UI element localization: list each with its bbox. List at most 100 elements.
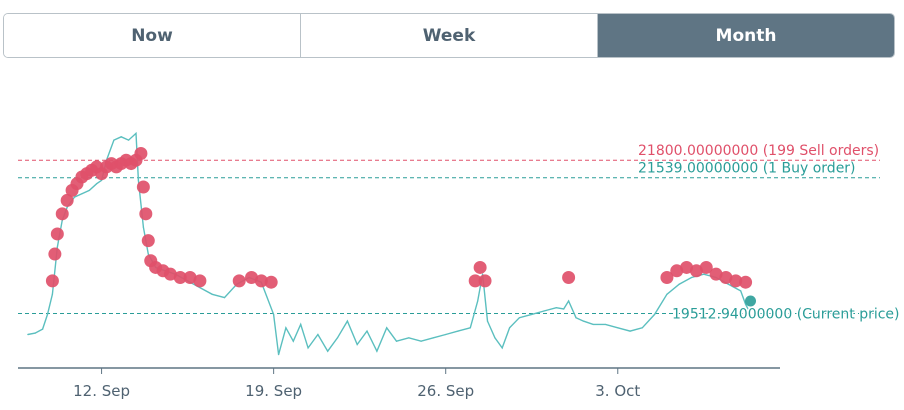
- price-point-4: [51, 293, 54, 295]
- price-point-55: [494, 337, 496, 339]
- sell-order-dot-2: [50, 227, 64, 241]
- price-point-46: [408, 337, 410, 339]
- price-point-15: [120, 136, 122, 138]
- price-point-19: [142, 226, 144, 228]
- price-point-68: [617, 327, 619, 329]
- sell-order-dot-29: [193, 274, 207, 288]
- price-point-5: [56, 246, 58, 248]
- price-point-31: [273, 313, 275, 315]
- price-point-8: [73, 196, 76, 198]
- price-point-51: [469, 327, 471, 329]
- sell-order-dot-37: [562, 271, 576, 285]
- price-point-66: [592, 323, 594, 326]
- price-line-layer: [27, 131, 752, 356]
- price-point-39: [336, 337, 339, 339]
- sell-order-dot-38: [660, 271, 674, 285]
- price-point-45: [395, 340, 398, 342]
- sell-order-dot-26: [163, 267, 177, 281]
- timeframe-tabs: Now Week Month: [3, 13, 895, 58]
- price-point-62: [563, 308, 565, 310]
- sell-order-dot-27: [173, 271, 187, 285]
- sell-order-dot-46: [739, 275, 753, 289]
- price-point-63: [568, 300, 570, 302]
- price-point-52: [477, 300, 479, 302]
- price-point-53: [481, 273, 484, 275]
- price-point-72: [666, 293, 668, 295]
- sell-order-dot-44: [719, 271, 733, 285]
- sell-order-dot-40: [680, 260, 694, 274]
- sell-order-dot-41: [689, 264, 703, 278]
- price-point-67: [604, 323, 607, 326]
- sell-order-dot-30: [232, 274, 246, 288]
- sell-order-dot-42: [699, 260, 713, 274]
- price-point-34: [292, 340, 294, 342]
- x-tick-label-3: 3. Oct: [595, 382, 640, 400]
- x-tick-label-2: 26. Sep: [417, 382, 474, 400]
- sell-order-dot-36: [478, 274, 492, 288]
- price-point-16: [128, 139, 130, 141]
- price-point-10: [88, 189, 90, 191]
- sell-order-dot-21: [139, 207, 153, 221]
- level-labels: 21800.00000000 (199 Sell orders) 21539.00…: [638, 143, 901, 324]
- sell-order-dot-45: [729, 274, 743, 288]
- price-point-27: [223, 297, 226, 299]
- tab-week[interactable]: Week: [301, 14, 598, 57]
- price-point-43: [376, 350, 378, 352]
- current-level-label: 19512.94000000 (Current price): [672, 307, 900, 323]
- price-point-2: [41, 328, 44, 330]
- tab-month[interactable]: Month: [598, 14, 894, 57]
- sell-order-dot-35: [473, 260, 487, 274]
- price-point-60: [543, 310, 545, 312]
- price-point-41: [356, 343, 358, 346]
- price-point-54: [486, 320, 489, 322]
- price-point-1: [34, 332, 36, 334]
- sell-level-label: 21800.00000000 (199 Sell orders): [638, 143, 879, 159]
- price-point-11: [96, 183, 98, 185]
- x-tick-label-0: 12. Sep: [73, 382, 130, 400]
- price-point-77: [727, 283, 729, 285]
- tab-now[interactable]: Now: [4, 14, 301, 57]
- price-point-69: [629, 330, 631, 332]
- price-point-37: [317, 333, 319, 336]
- price-point-70: [641, 327, 643, 329]
- buy-level-label: 21539.00000000 (1 Buy order): [638, 161, 856, 177]
- price-point-80: [749, 313, 752, 315]
- price-point-42: [366, 330, 368, 332]
- price-point-56: [501, 347, 503, 349]
- sell-order-dot-33: [264, 275, 278, 289]
- sell-order-dot-28: [183, 271, 197, 285]
- price-point-32: [277, 353, 280, 356]
- price-point-26: [211, 293, 213, 295]
- price-point-35: [300, 323, 302, 326]
- price-point-40: [346, 320, 348, 322]
- price-point-47: [420, 340, 422, 342]
- sell-order-dot-0: [45, 274, 59, 288]
- price-point-57: [509, 327, 511, 329]
- price-point-18: [137, 179, 140, 181]
- price-point-64: [575, 317, 577, 319]
- sell-order-dot-34: [468, 274, 482, 288]
- price-point-50: [457, 330, 459, 332]
- price-point-74: [690, 276, 693, 279]
- sell-order-dot-3: [55, 207, 69, 221]
- x-axis: 12. Sep 19. Sep 26. Sep 3. Oct: [18, 367, 780, 400]
- price-point-33: [285, 327, 287, 329]
- order-dots: [45, 147, 757, 307]
- price-point-9: [81, 193, 83, 195]
- sell-order-dot-19: [134, 147, 148, 161]
- price-point-65: [582, 320, 584, 322]
- sell-order-dot-1: [48, 247, 62, 261]
- price-point-49: [445, 333, 447, 336]
- sell-order-dot-39: [670, 264, 684, 278]
- price-point-0: [27, 333, 29, 336]
- price-point-38: [327, 350, 329, 352]
- price-point-78: [740, 290, 742, 292]
- price-point-73: [678, 283, 680, 285]
- price-point-75: [703, 273, 705, 275]
- price-point-36: [307, 347, 309, 349]
- price-point-58: [518, 317, 521, 319]
- sell-order-dot-31: [245, 271, 259, 285]
- price-point-71: [654, 313, 656, 315]
- price-point-14: [113, 139, 115, 141]
